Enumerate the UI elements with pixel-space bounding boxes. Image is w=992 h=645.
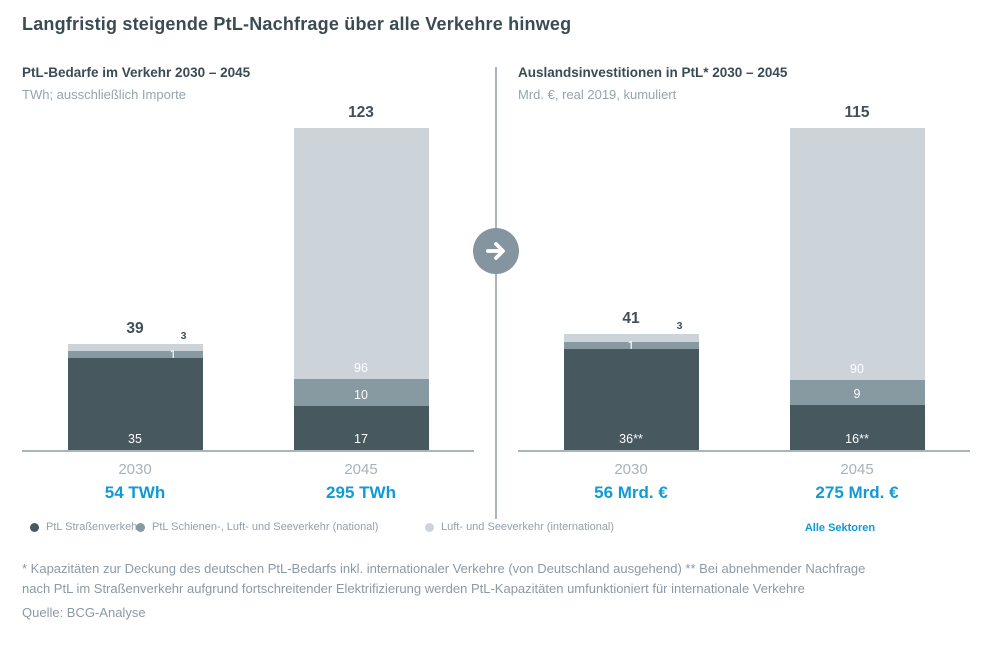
plot-area-left: 39 3 1 35 123 96 10 17 <box>22 104 474 452</box>
bar-small-label: 3 <box>676 319 683 332</box>
totals-row-left: 54 TWh 295 TWh <box>22 483 474 503</box>
page-title: Langfristig steigende PtL-Nachfrage über… <box>22 14 572 34</box>
bar-segment-label: 10 <box>354 387 368 402</box>
total-value: 295 TWh <box>326 483 396 502</box>
bar-segment-label: 17 <box>354 432 368 446</box>
legend-item-luft-see-international: Luft- und Seeverkehr (international) <box>425 521 614 533</box>
chart-title-right: Auslandsinvestitionen in PtL* 2030 – 204… <box>518 65 788 80</box>
chart-title-left: PtL-Bedarfe im Verkehr 2030 – 2045 <box>22 65 251 80</box>
bar-segment-label: 1 <box>627 338 635 353</box>
total-value: 275 Mrd. € <box>815 483 899 502</box>
bar-segment: 96 <box>293 128 429 380</box>
legend-label: Luft- und Seeverkehr (international) <box>441 521 615 533</box>
bar-segment-label: 35 <box>128 432 142 446</box>
x-axis-labels-left: 2030 2045 <box>22 461 474 478</box>
legend-item-schienen-luft-see-national: PtL Schienen-, Luft- und Seeverkehr (nat… <box>136 521 378 533</box>
legend-dot-medium-icon <box>136 522 145 532</box>
chart-column: 41 3 1 36** <box>518 310 744 450</box>
x-axis-line <box>22 450 474 452</box>
legend-highlight-alle-sektoren: Alle Sektoren <box>804 522 876 534</box>
bar-segment: 17 <box>293 405 429 450</box>
charts-row: PtL-Bedarfe im Verkehr 2030 – 2045 TWh; … <box>0 65 992 519</box>
stacked-bar: 123 96 10 17 <box>293 104 429 450</box>
chart-ptl-bedarfe: PtL-Bedarfe im Verkehr 2030 – 2045 TWh; … <box>22 65 474 503</box>
bar-segment: 9 <box>789 380 925 406</box>
bar-total-label: 115 <box>844 104 870 122</box>
chart-auslandsinvestitionen: Auslandsinvestitionen in PtL* 2030 – 204… <box>518 65 970 503</box>
chart-columns: 39 3 1 35 123 96 10 17 <box>22 104 474 450</box>
bar-segment: 90 <box>789 128 925 381</box>
legend-label: PtL Straßenverkehr <box>46 521 141 533</box>
bar-small-label: 3 <box>180 329 187 342</box>
chart-column: 115 90 9 16** <box>744 104 970 450</box>
bar-segment <box>563 333 699 343</box>
stacked-bar: 41 3 1 36** <box>563 310 699 450</box>
divider <box>473 65 519 519</box>
x-axis-label: 2030 <box>118 461 152 478</box>
bar-segment-label: 9 <box>853 387 861 402</box>
totals-row-right: 56 Mrd. € 275 Mrd. € <box>518 483 970 503</box>
chart-subtitle-left: TWh; ausschließlich Importe <box>22 87 186 102</box>
stacked-bar: 39 3 1 35 <box>67 320 203 450</box>
bar-segment <box>67 343 203 352</box>
bar-segment: 10 <box>293 379 429 406</box>
legend-dot-dark-icon <box>30 522 39 532</box>
stacked-bar: 115 90 9 16** <box>789 104 925 450</box>
x-axis-line <box>518 450 970 452</box>
bar-total-label: 39 <box>126 319 144 337</box>
bar-segment: 1 <box>67 348 203 362</box>
footnote-line-2: nach PtL im Straßenverkehr aufgrund fort… <box>22 581 805 597</box>
chart-column: 39 3 1 35 <box>22 320 248 450</box>
legend-label: PtL Schienen-, Luft- und Seeverkehr (nat… <box>152 521 379 533</box>
bar-segment: 1 <box>563 339 699 353</box>
bar-total-label: 41 <box>622 309 640 327</box>
footnote: * Kapazitäten zur Deckung des deutschen … <box>0 537 992 599</box>
bar-segment-label: 96 <box>354 361 368 376</box>
bar-total-label: 123 <box>348 104 374 122</box>
chart-column: 123 96 10 17 <box>248 104 474 450</box>
bar-segment-label: 36** <box>619 432 643 446</box>
total-value: 56 Mrd. € <box>594 483 668 502</box>
x-axis-label: 2030 <box>614 461 648 478</box>
x-axis-label: 2045 <box>344 461 378 478</box>
total-value: 54 TWh <box>104 483 166 502</box>
chart-subtitle-right: Mrd. €, real 2019, kumuliert <box>518 87 677 102</box>
source-line: Quelle: BCG-Analyse <box>22 605 146 621</box>
footnote-line-1: * Kapazitäten zur Deckung des deutschen … <box>22 561 866 576</box>
x-axis-labels-right: 2030 2045 <box>518 461 970 478</box>
bar-segment-label: 16** <box>845 432 869 446</box>
right-arrow-icon <box>473 228 519 274</box>
legend-item-strassenverkehr: PtL Straßenverkehr <box>30 521 141 533</box>
chart-columns: 41 3 1 36** 115 90 9 16** <box>518 104 970 450</box>
bar-segment: 35 <box>67 358 203 450</box>
bar-segment: 16** <box>789 405 925 450</box>
plot-area-right: 41 3 1 36** 115 90 9 16** <box>518 104 970 452</box>
legend-dot-light-icon <box>425 522 434 532</box>
x-axis-label: 2045 <box>840 461 874 478</box>
bar-segment-label: 90 <box>850 362 864 377</box>
divider-line <box>495 67 497 519</box>
bar-segment-label: 1 <box>169 347 177 362</box>
bar-segment: 36** <box>563 349 699 450</box>
legend: PtL Straßenverkehr PtL Schienen-, Luft- … <box>0 521 992 537</box>
